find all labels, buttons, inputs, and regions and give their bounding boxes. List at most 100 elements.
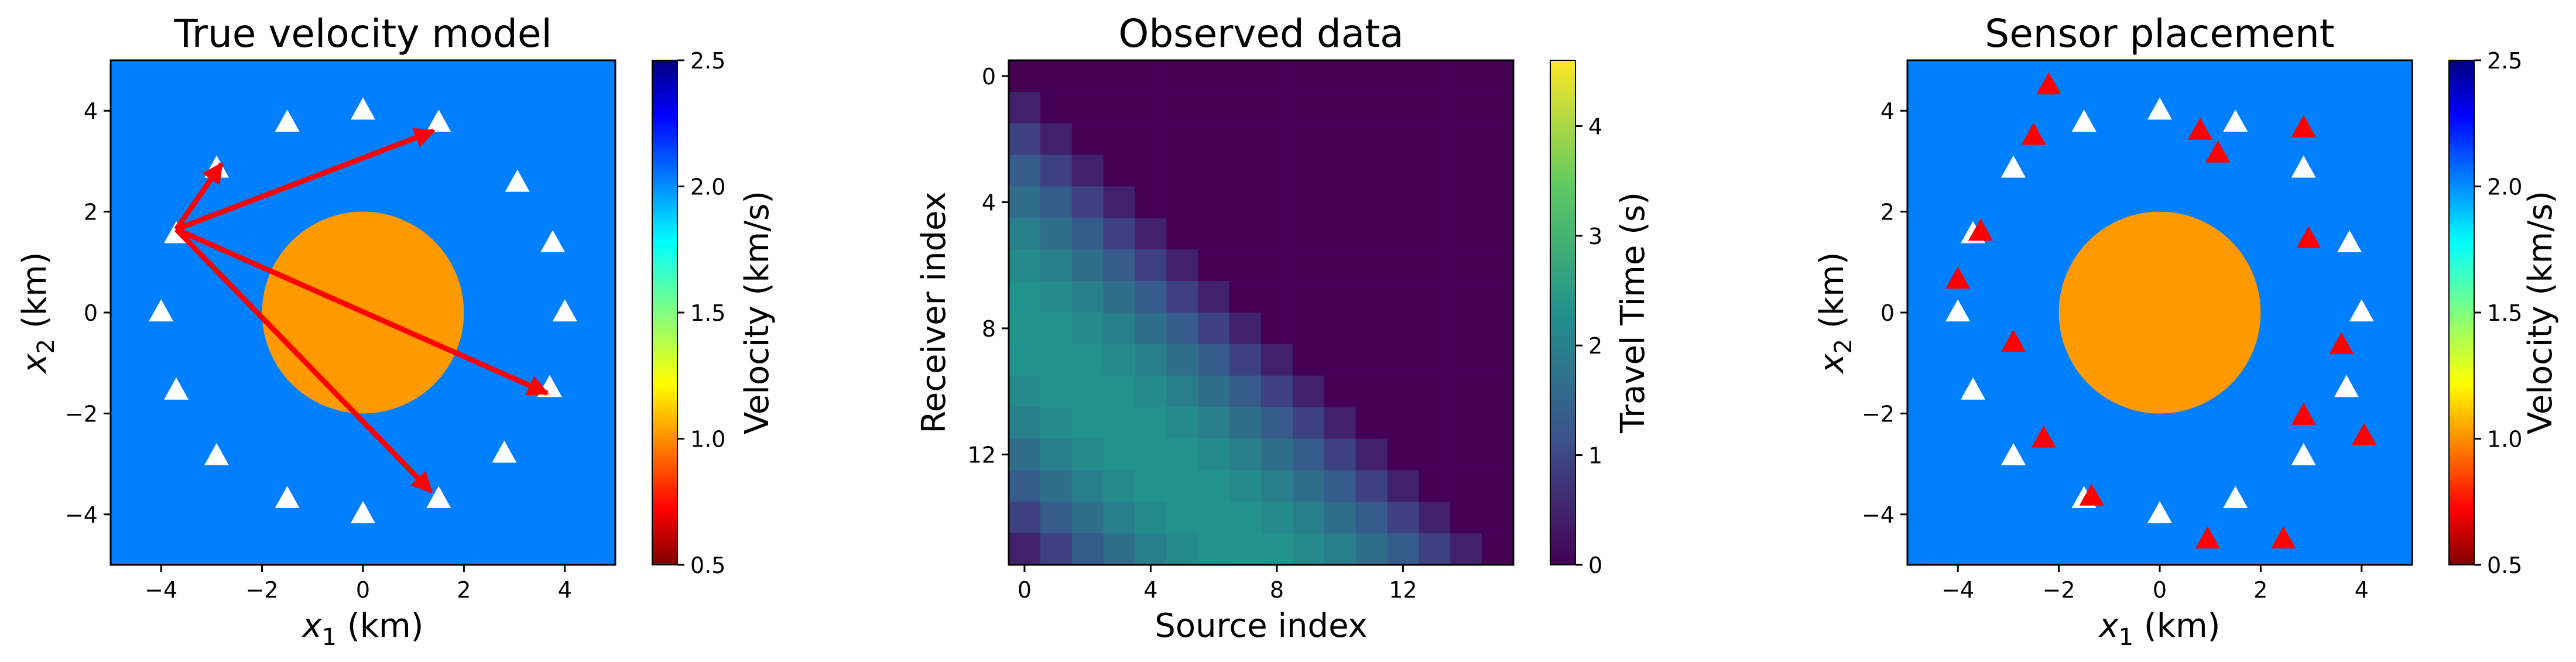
heatmap-cell — [1040, 533, 1073, 565]
y-tick-label: 2 — [1880, 200, 1895, 225]
y-tick-label: 0 — [84, 300, 98, 326]
heatmap-cell — [1324, 281, 1356, 313]
heatmap-cell — [1009, 375, 1041, 408]
panel-3-x-axis-label: x1 (km) — [2098, 607, 2220, 651]
heatmap-cell — [1229, 123, 1262, 156]
heatmap-cell — [1261, 470, 1293, 502]
heatmap-cell — [1135, 344, 1167, 376]
ray-arrow — [174, 227, 433, 494]
heatmap-cell — [1229, 470, 1262, 502]
heatmap-cell — [1198, 249, 1230, 282]
estimated-sensor-marker — [2021, 122, 2046, 145]
heatmap-cell — [1009, 123, 1041, 156]
heatmap-cell — [1135, 123, 1167, 156]
panel-1-rays — [174, 128, 549, 494]
heatmap-cell — [1387, 438, 1419, 471]
heatmap-cell — [1229, 313, 1262, 345]
heatmap-cell — [1292, 91, 1325, 124]
y-tick-label: 0 — [1880, 300, 1895, 326]
heatmap-cell — [1450, 186, 1482, 218]
heatmap-cell — [1135, 249, 1167, 282]
heatmap-cell — [1103, 281, 1136, 313]
heatmap-cell — [1040, 344, 1073, 376]
heatmap-cell — [1324, 186, 1356, 218]
heatmap-cell — [1292, 281, 1325, 313]
heatmap-cell — [1198, 281, 1230, 313]
heatmap-cell — [1355, 123, 1388, 156]
heatmap-cell — [1261, 344, 1293, 376]
heatmap-cell — [1040, 281, 1073, 313]
heatmap-cell — [1229, 438, 1262, 471]
estimated-sensor-marker — [2329, 332, 2354, 355]
heatmap-cell — [1071, 533, 1104, 565]
heatmap-cell — [1450, 313, 1482, 345]
sensor-marker — [351, 97, 375, 120]
heatmap-cell — [1324, 438, 1356, 471]
heatmap-cell — [1292, 407, 1325, 440]
heatmap-cell — [1261, 407, 1293, 440]
heatmap-cell — [1419, 186, 1451, 218]
heatmap-cell — [1009, 281, 1041, 313]
sensor-marker — [426, 109, 451, 132]
heatmap-cell — [1482, 344, 1514, 376]
sensor-marker — [149, 299, 174, 322]
heatmap-cell — [1229, 218, 1262, 250]
heatmap-cell — [1419, 407, 1451, 440]
x-tick-label: 8 — [1270, 577, 1284, 603]
heatmap-cell — [1198, 60, 1230, 92]
heatmap-cell — [1009, 533, 1041, 565]
heatmap-cell — [1135, 60, 1167, 92]
heatmap-cell — [1387, 218, 1419, 250]
sensor-marker — [204, 443, 229, 465]
estimated-sensor-marker — [2187, 118, 2212, 140]
y-tick-label: 4 — [1880, 98, 1895, 124]
y-tick-label: 8 — [982, 316, 996, 342]
heatmap-cell — [1292, 375, 1325, 408]
heatmap-cell — [1482, 438, 1514, 471]
heatmap-cell — [1261, 502, 1293, 534]
x-tick-label: 0 — [356, 577, 370, 603]
estimated-sensor-marker — [2205, 140, 2231, 163]
y-tick-label: −4 — [1862, 502, 1895, 528]
heatmap-cell — [1292, 249, 1325, 282]
heatmap-cell — [1419, 502, 1451, 534]
heatmap-cell — [1355, 407, 1388, 440]
heatmap-cell — [1009, 470, 1041, 502]
heatmap-cell — [1135, 155, 1167, 187]
sensor-marker — [164, 377, 189, 400]
estimated-sensor-marker — [2296, 226, 2321, 249]
heatmap-cell — [1009, 344, 1041, 376]
panel-1-colorbar-ticks: 0.5 1.0 1.5 2.0 2.5 — [677, 48, 725, 578]
heatmap-cell — [1261, 218, 1293, 250]
colorbar-tick-label: 2.0 — [2487, 174, 2522, 200]
colorbar-tick-label: 3 — [1588, 224, 1602, 249]
heatmap-cell — [1103, 407, 1136, 440]
heatmap-cell — [1103, 375, 1136, 408]
heatmap-cell — [1040, 470, 1073, 502]
heatmap-cell — [1482, 502, 1514, 534]
true-sensor-marker — [2147, 97, 2172, 120]
heatmap-cell — [1040, 218, 1073, 250]
x-tick-label: −2 — [2043, 577, 2075, 603]
ray-arrow — [174, 162, 224, 231]
estimated-sensor-marker — [2031, 425, 2056, 448]
heatmap-cell — [1387, 470, 1419, 502]
sensor-marker — [426, 486, 451, 509]
x-tick-label: 2 — [2253, 577, 2267, 603]
x-tick-label: −4 — [1941, 577, 1974, 603]
heatmap-cell — [1324, 313, 1356, 345]
heatmap-cell — [1261, 313, 1293, 345]
heatmap-cell — [1355, 533, 1388, 565]
heatmap-cell — [1103, 249, 1136, 282]
heatmap-cell — [1071, 155, 1104, 187]
heatmap-cell — [1419, 91, 1451, 124]
heatmap-cell — [1292, 60, 1325, 92]
y-tick-label: −4 — [65, 502, 98, 528]
heatmap-cell — [1419, 533, 1451, 565]
colorbar-tick-label: 2.5 — [2487, 48, 2522, 74]
heatmap-cell — [1261, 533, 1293, 565]
heatmap-cell — [1135, 407, 1167, 440]
heatmap-cell — [1261, 249, 1293, 282]
